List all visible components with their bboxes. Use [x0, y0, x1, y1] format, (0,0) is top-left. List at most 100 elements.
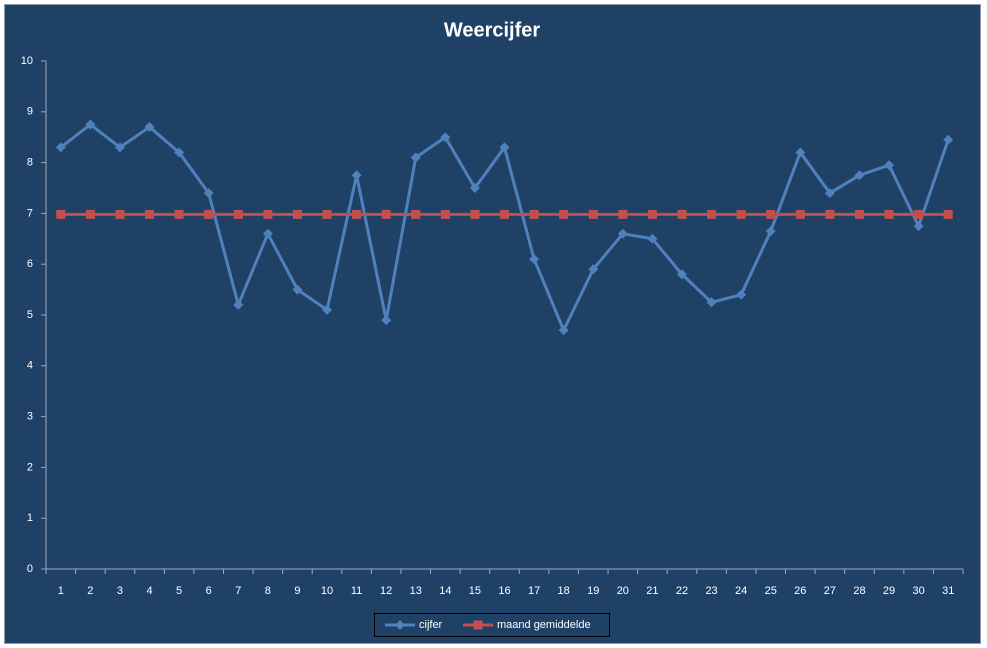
data-point [56, 209, 66, 219]
x-tick-label: 28 [853, 585, 865, 597]
y-tick-label: 0 [27, 563, 33, 575]
data-point [204, 209, 214, 219]
x-tick-label: 6 [206, 585, 212, 597]
y-tick-label: 6 [27, 258, 33, 270]
x-tick-label: 9 [294, 585, 300, 597]
data-point [233, 299, 244, 310]
data-point [795, 209, 805, 219]
x-tick-label: 8 [265, 585, 271, 597]
x-tick-label: 2 [87, 585, 93, 597]
legend-marker [395, 620, 405, 630]
x-tick-label: 12 [380, 585, 392, 597]
legend-label: maand gemiddelde [497, 619, 591, 631]
data-point [795, 147, 806, 158]
data-point [884, 160, 895, 171]
y-tick-label: 3 [27, 411, 33, 423]
data-point [736, 209, 746, 219]
data-point [913, 221, 924, 232]
x-tick-label: 7 [235, 585, 241, 597]
data-point [411, 209, 421, 219]
data-point [470, 209, 480, 219]
x-tick-label: 18 [558, 585, 570, 597]
data-point [588, 209, 598, 219]
data-point [292, 209, 302, 219]
y-tick-label: 5 [27, 309, 33, 321]
x-tick-label: 15 [469, 585, 481, 597]
data-point [174, 147, 185, 158]
data-point [381, 315, 392, 326]
x-tick-label: 31 [942, 585, 954, 597]
x-tick-label: 5 [176, 585, 182, 597]
y-tick-label: 2 [27, 461, 33, 473]
x-tick-label: 26 [794, 585, 806, 597]
y-tick-label: 7 [27, 207, 33, 219]
data-point [144, 122, 155, 133]
data-point [854, 170, 865, 181]
x-tick-label: 21 [646, 585, 658, 597]
data-point [352, 209, 362, 219]
data-point [676, 269, 687, 280]
data-point [85, 119, 96, 130]
chart-title: Weercijfer [444, 19, 541, 41]
data-point [469, 183, 480, 193]
x-tick-label: 24 [735, 585, 747, 597]
data-point [55, 142, 66, 153]
legend-marker [473, 620, 483, 630]
data-point [706, 297, 717, 308]
data-point [85, 209, 95, 219]
data-point [322, 209, 332, 219]
x-tick-label: 19 [587, 585, 599, 597]
data-point [351, 170, 362, 181]
data-point [263, 209, 273, 219]
data-point [174, 209, 184, 219]
data-point [618, 209, 628, 219]
x-tick-label: 14 [439, 585, 451, 597]
data-point [115, 209, 125, 219]
data-point [736, 289, 747, 300]
data-point [410, 152, 421, 163]
data-point [233, 209, 243, 219]
chart-background [4, 4, 981, 644]
x-tick-label: 3 [117, 585, 123, 597]
y-tick-label: 1 [27, 512, 33, 524]
x-tick-label: 1 [58, 585, 64, 597]
data-point [914, 209, 924, 219]
data-point [884, 209, 894, 219]
x-tick-label: 22 [676, 585, 688, 597]
data-point [381, 209, 391, 219]
data-point [529, 254, 540, 265]
y-tick-label: 9 [27, 106, 33, 118]
y-tick-label: 8 [27, 157, 33, 169]
x-tick-label: 29 [883, 585, 895, 597]
data-point [677, 209, 687, 219]
data-point [766, 209, 776, 219]
data-point [558, 325, 569, 336]
data-point [588, 264, 599, 275]
x-tick-label: 30 [913, 585, 925, 597]
x-tick-label: 13 [410, 585, 422, 597]
legend-label: cijfer [419, 619, 443, 631]
data-point [292, 284, 303, 295]
y-tick-label: 4 [27, 360, 33, 372]
data-point [854, 209, 864, 219]
x-tick-label: 20 [617, 585, 629, 597]
data-point [647, 233, 658, 244]
data-point [617, 228, 628, 239]
data-point [707, 209, 717, 219]
data-point [322, 304, 333, 315]
data-point [145, 209, 155, 219]
x-tick-label: 10 [321, 585, 333, 597]
x-tick-label: 16 [498, 585, 510, 597]
data-point [559, 209, 569, 219]
data-point [440, 132, 451, 143]
data-point [765, 226, 776, 237]
data-point [203, 188, 214, 199]
data-point [114, 142, 125, 153]
x-tick-label: 4 [146, 585, 152, 597]
data-point [824, 188, 835, 199]
data-point [262, 228, 273, 239]
data-point [943, 134, 954, 145]
data-point [499, 142, 510, 153]
data-point [440, 209, 450, 219]
data-point [500, 209, 509, 219]
